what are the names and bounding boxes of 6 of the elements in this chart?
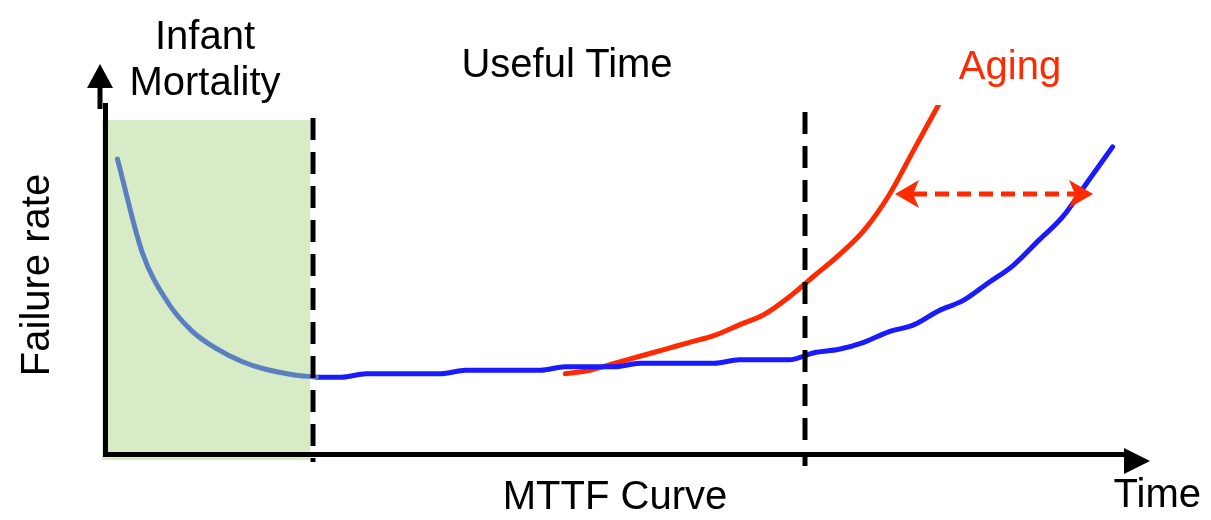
series-label: Aging (958, 42, 1062, 88)
text: Infant Mortality (128, 12, 282, 104)
y-axis-title: Failure rate (12, 173, 58, 377)
text: Useful Time (461, 40, 673, 86)
x-axis-title: Time (1113, 470, 1201, 516)
text: MTTF Curve (502, 472, 728, 518)
